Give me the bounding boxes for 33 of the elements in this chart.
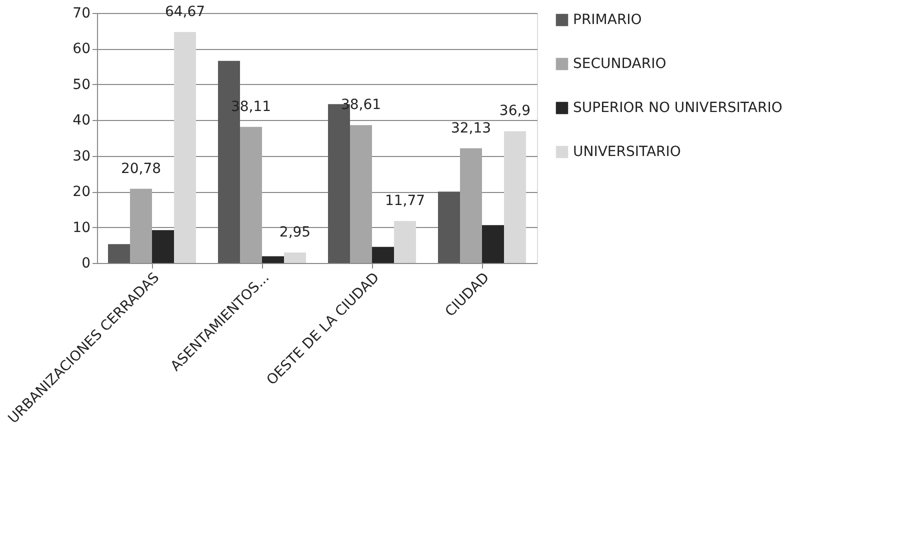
bar (372, 246, 394, 263)
legend-label: SECUNDARIO (573, 56, 666, 72)
bar (460, 148, 482, 263)
bar (130, 188, 152, 263)
bar (350, 125, 372, 263)
bar (240, 126, 262, 263)
y-tick-label: 10 (72, 220, 90, 236)
y-tick-label: 40 (72, 112, 90, 129)
data-label: 64,67 (164, 4, 206, 20)
legend-label: UNIVERSITARIO (573, 144, 681, 160)
data-label: 11,77 (384, 192, 426, 209)
y-tick-label: 70 (72, 6, 90, 22)
bar (504, 131, 526, 263)
legend-label: PRIMARIO (573, 12, 642, 28)
data-label: 32,13 (450, 120, 492, 136)
y-tick-label: 20 (72, 184, 90, 200)
data-label: 2,95 (279, 224, 311, 240)
bar (152, 230, 174, 263)
y-tick-label: 50 (72, 76, 90, 93)
bar (438, 192, 460, 263)
bar (284, 252, 306, 263)
bar (108, 244, 130, 263)
y-tick-label: 0 (82, 256, 90, 272)
data-label: 38,61 (340, 97, 382, 114)
bar (174, 32, 196, 263)
data-label: 36,9 (499, 103, 531, 120)
bar (394, 220, 416, 263)
bar (262, 256, 284, 263)
data-label: 20,78 (120, 160, 162, 177)
bar (482, 225, 504, 263)
y-tick-label: 60 (72, 41, 90, 58)
y-tick-label: 30 (72, 148, 90, 164)
legend-label: SUPERIOR NO UNIVERSITARIO (573, 100, 782, 116)
